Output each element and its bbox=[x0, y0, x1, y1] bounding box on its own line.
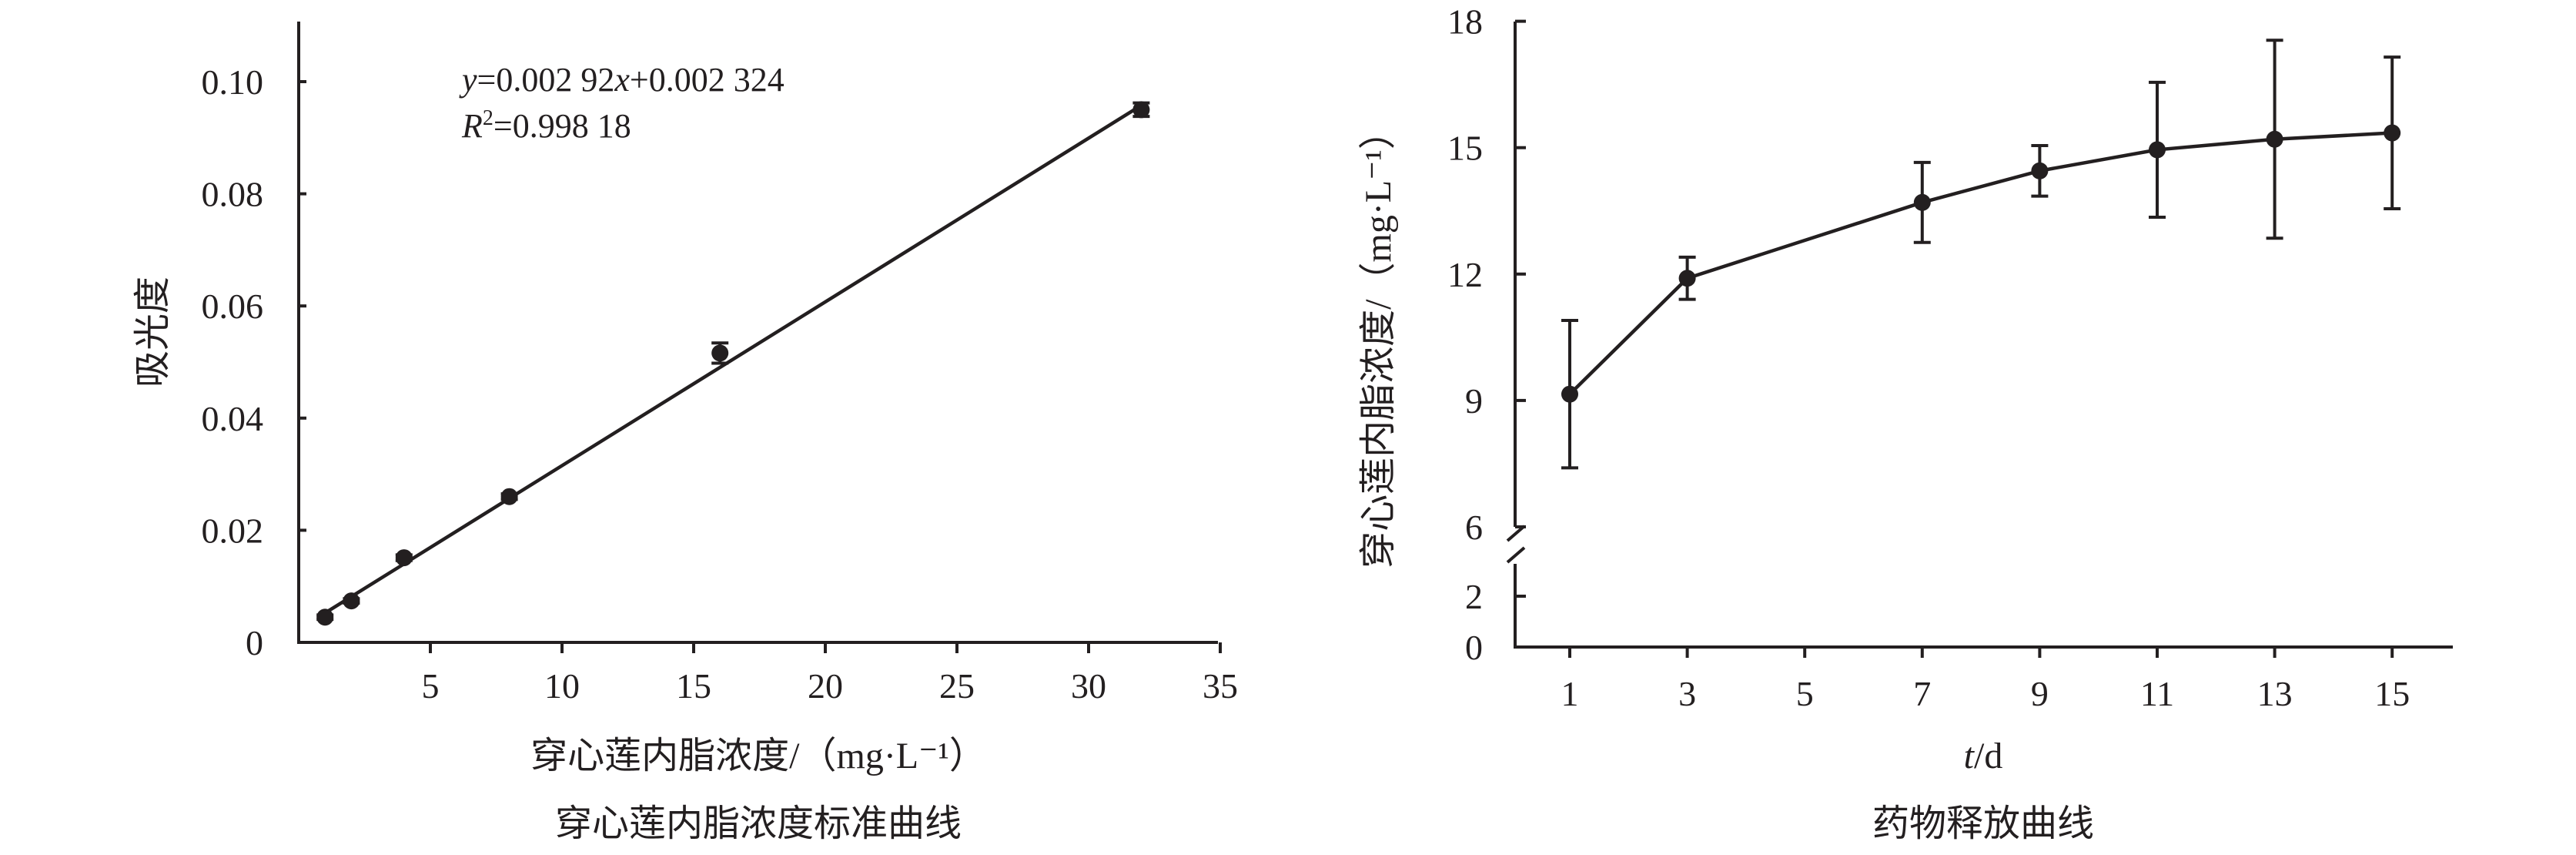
x-ticks-right: 1 3 5 7 9 11 13 15 bbox=[1561, 647, 2410, 713]
x-tick-label-right: 13 bbox=[2257, 674, 2293, 713]
plot-area-left bbox=[316, 101, 1150, 626]
x-axis-unit-right: /d bbox=[1974, 736, 2002, 776]
x-ticks-left: 5 10 15 20 25 30 35 bbox=[422, 642, 1238, 706]
data-point bbox=[343, 592, 360, 610]
x-axis-label-left: 穿心莲内脂浓度/（mg·L⁻¹） bbox=[530, 736, 986, 776]
y-axis-label-left: 吸光度 bbox=[132, 277, 173, 387]
y-tick-label-right: 2 bbox=[1465, 577, 1483, 616]
data-point bbox=[395, 549, 413, 567]
y-tick-label-right: 9 bbox=[1465, 381, 1483, 421]
x-axis-var-right: t bbox=[1964, 736, 1975, 776]
x-tick-label-right: 15 bbox=[2374, 674, 2410, 713]
data-point bbox=[1913, 193, 1931, 211]
data-point bbox=[1132, 101, 1150, 119]
y-tick-label-right: 12 bbox=[1447, 255, 1483, 294]
x-tick-label-left: 10 bbox=[544, 666, 580, 706]
x-tick-label-left: 15 bbox=[676, 666, 711, 706]
x-tick-label-right: 9 bbox=[2031, 674, 2049, 713]
y-tick-label-left: 0.10 bbox=[202, 62, 264, 102]
x-tick-label-left: 30 bbox=[1071, 666, 1106, 706]
eq-x-var: x bbox=[614, 61, 630, 99]
y-tick-label-right: 18 bbox=[1447, 2, 1483, 42]
trend-line bbox=[324, 103, 1142, 615]
r2-value: =0.998 18 bbox=[493, 107, 631, 145]
x-tick-label-left: 20 bbox=[808, 666, 843, 706]
x-axis-label-right: t/d bbox=[1964, 736, 2003, 776]
eq-y-var: y bbox=[459, 61, 477, 99]
y-tick-label-left: 0.06 bbox=[202, 287, 264, 326]
standard-curve-chart: 00.020.040.060.080.10 5 10 15 20 25 30 35 y=0.… bbox=[132, 22, 1238, 844]
y-tick-label-right: 6 bbox=[1465, 508, 1483, 547]
data-point bbox=[1561, 385, 1578, 403]
data-point bbox=[1678, 270, 1696, 287]
axis-break-mark-lower bbox=[1506, 546, 1526, 564]
x-tick-label-right: 5 bbox=[1796, 674, 1814, 713]
x-tick-label-right: 1 bbox=[1561, 674, 1579, 713]
x-tick-label-left: 25 bbox=[939, 666, 975, 706]
r2-sup: 2 bbox=[483, 106, 493, 130]
x-tick-label-right: 3 bbox=[1678, 674, 1696, 713]
data-point bbox=[500, 488, 518, 505]
y-axis-label-right: 穿心莲内脂浓度/（mg·L⁻¹） bbox=[1358, 112, 1399, 568]
data-point bbox=[2031, 162, 2049, 179]
regression-equation: y=0.002 92x+0.002 324 bbox=[459, 61, 785, 99]
r2-var: R bbox=[461, 107, 483, 145]
data-point bbox=[2266, 130, 2283, 148]
data-point bbox=[2149, 141, 2166, 159]
y-ticks-left: 0 0.02 0.04 0.06 0.08 0.10 bbox=[202, 62, 306, 662]
y-tick-label-right: 0 bbox=[1465, 628, 1483, 667]
release-series-line bbox=[1568, 131, 2393, 396]
data-point bbox=[2384, 124, 2401, 142]
data-point bbox=[316, 609, 334, 626]
plot-area-right bbox=[1561, 39, 2401, 470]
chart-title-right: 药物释放曲线 bbox=[1872, 803, 2094, 844]
eq-mid: =0.002 92 bbox=[477, 61, 615, 99]
r-squared: R2=0.998 18 bbox=[461, 106, 631, 145]
y-tick-label-left: 0.08 bbox=[202, 175, 264, 214]
x-tick-label-right: 11 bbox=[2140, 674, 2174, 713]
x-tick-label-left: 5 bbox=[422, 666, 440, 706]
data-point bbox=[711, 344, 729, 362]
eq-tail: +0.002 324 bbox=[630, 61, 785, 99]
x-tick-label-left: 35 bbox=[1203, 666, 1238, 706]
chart-title-left: 穿心莲内脂浓度标准曲线 bbox=[555, 803, 962, 844]
y-tick-label-left: 0.04 bbox=[202, 399, 264, 438]
y-tick-label-left: 0 bbox=[246, 623, 263, 662]
y-ticks-right: 0 2 6 9 12 15 18 bbox=[1447, 2, 1526, 667]
y-tick-label-right: 15 bbox=[1447, 129, 1483, 168]
axis-break-mark-upper bbox=[1506, 525, 1526, 542]
y-tick-label-left: 0.02 bbox=[202, 511, 264, 550]
x-tick-label-right: 7 bbox=[1913, 674, 1931, 713]
